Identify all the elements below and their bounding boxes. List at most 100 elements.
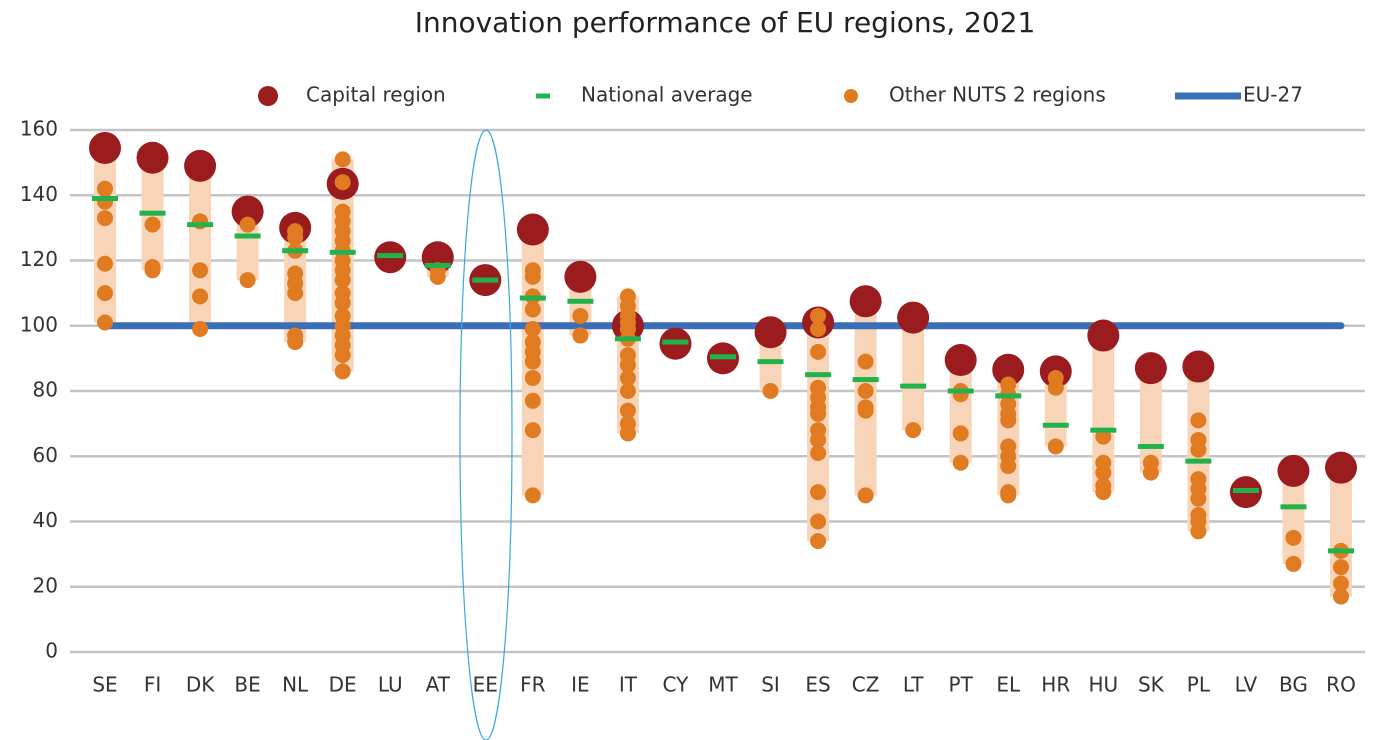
region-dot — [144, 262, 161, 279]
region-dot — [429, 268, 446, 285]
region-dot — [810, 431, 827, 448]
capital-dot — [136, 141, 169, 174]
region-dot — [1000, 412, 1017, 429]
average-dash — [187, 222, 214, 228]
x-tick-label: NL — [282, 673, 309, 697]
average-dash — [757, 359, 784, 365]
average-dash — [424, 262, 451, 268]
x-tick-label: PL — [1187, 673, 1211, 697]
x-tick-label: FI — [144, 673, 161, 697]
average-dash — [282, 248, 309, 254]
x-tick-label: SE — [92, 673, 117, 697]
region-dot — [857, 487, 874, 504]
region-dot — [1333, 559, 1349, 576]
legend-label: EU-27 — [1243, 83, 1303, 107]
region-dot — [97, 314, 113, 331]
plot: 0 20 40 60 80 100 120 140 160 SE FI DK BE NL DE LU AT EE F… — [20, 83, 1365, 697]
region-dot — [524, 487, 541, 504]
x-tick-label: SI — [761, 673, 780, 697]
capital-dot — [754, 316, 787, 349]
region-dot — [1190, 523, 1207, 540]
region-dot — [762, 383, 779, 399]
average-dash — [1328, 548, 1354, 554]
y-tick-label: 80 — [33, 378, 58, 402]
x-tick-label: EE — [473, 673, 498, 697]
x-tick-label: SK — [1138, 673, 1165, 697]
region-dot — [952, 425, 969, 442]
legend-marker — [258, 86, 278, 106]
region-dot — [524, 301, 541, 318]
region-dot — [857, 383, 874, 399]
capital-dot — [849, 285, 882, 318]
region-dot — [1095, 428, 1112, 445]
average-dash — [567, 298, 594, 304]
region-dot — [97, 180, 113, 197]
region-dot — [524, 268, 541, 285]
y-tick-label: 0 — [45, 639, 58, 663]
region-dot — [524, 369, 541, 386]
y-tick-label: 100 — [20, 312, 58, 336]
x-tick-label: DK — [186, 673, 215, 697]
x-tick-label: IT — [619, 673, 638, 697]
region-dot — [334, 347, 351, 364]
region-dot — [1333, 575, 1349, 592]
region-dot — [810, 444, 827, 461]
region-dot — [810, 405, 827, 422]
average-dash — [805, 372, 832, 378]
legend-marker — [536, 93, 550, 99]
average-dash — [710, 354, 736, 360]
average-dash — [1280, 504, 1307, 510]
y-tick-label: 120 — [20, 247, 58, 271]
x-tick-label: BE — [234, 673, 260, 697]
average-dash — [1185, 458, 1212, 464]
average-dash — [852, 377, 879, 383]
capital-dot — [231, 195, 264, 228]
average-dash — [662, 339, 689, 345]
y-tick-label: 60 — [33, 443, 58, 467]
legend-label: Capital region — [306, 83, 446, 107]
region-dot — [97, 210, 113, 227]
region-dot — [524, 422, 541, 439]
capital-dot — [564, 260, 597, 293]
average-dash — [1232, 488, 1259, 494]
capital-dot — [184, 149, 217, 182]
average-dash — [329, 249, 356, 255]
average-dash — [519, 295, 546, 301]
range-bar — [902, 317, 925, 431]
region-dot — [1190, 441, 1207, 458]
x-tick-label: PT — [949, 673, 974, 697]
capital-dot — [944, 344, 977, 377]
x-tick-label: ES — [805, 673, 830, 697]
region-dot — [192, 262, 209, 279]
region-dot — [1285, 529, 1302, 546]
region-dot — [810, 513, 827, 530]
region-dot — [524, 392, 541, 409]
region-dot — [1047, 438, 1064, 455]
capital-dot — [516, 213, 549, 246]
region-dot — [619, 369, 636, 386]
capital-dot — [1277, 454, 1310, 487]
region-dot — [619, 425, 636, 442]
region-dot — [857, 353, 874, 370]
region-dot — [1095, 484, 1112, 501]
region-dot — [239, 272, 256, 289]
legend-marker — [844, 89, 858, 103]
range-bar — [189, 165, 212, 330]
x-tick-label: LT — [903, 673, 924, 697]
range-bar — [1092, 335, 1115, 493]
legend-label: Other NUTS 2 regions — [889, 83, 1106, 107]
region-dot — [572, 327, 589, 344]
legend-label: National average — [581, 83, 753, 107]
capital-dot — [1182, 350, 1215, 383]
capital-dot — [1325, 451, 1357, 484]
capital-dot — [1087, 319, 1120, 352]
x-tick-label: LU — [378, 673, 403, 697]
region-dot — [857, 402, 874, 419]
average-dash — [900, 383, 927, 389]
region-dot — [1047, 379, 1064, 396]
region-dot — [334, 272, 351, 289]
capital-dot — [992, 353, 1025, 386]
average-dash — [92, 196, 118, 202]
y-tick-label: 40 — [33, 508, 58, 532]
region-dot — [192, 321, 209, 338]
